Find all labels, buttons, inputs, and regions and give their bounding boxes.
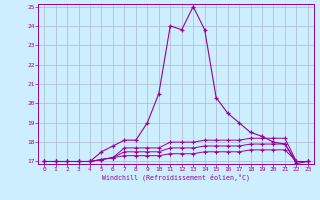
X-axis label: Windchill (Refroidissement éolien,°C): Windchill (Refroidissement éolien,°C) [102, 174, 250, 181]
